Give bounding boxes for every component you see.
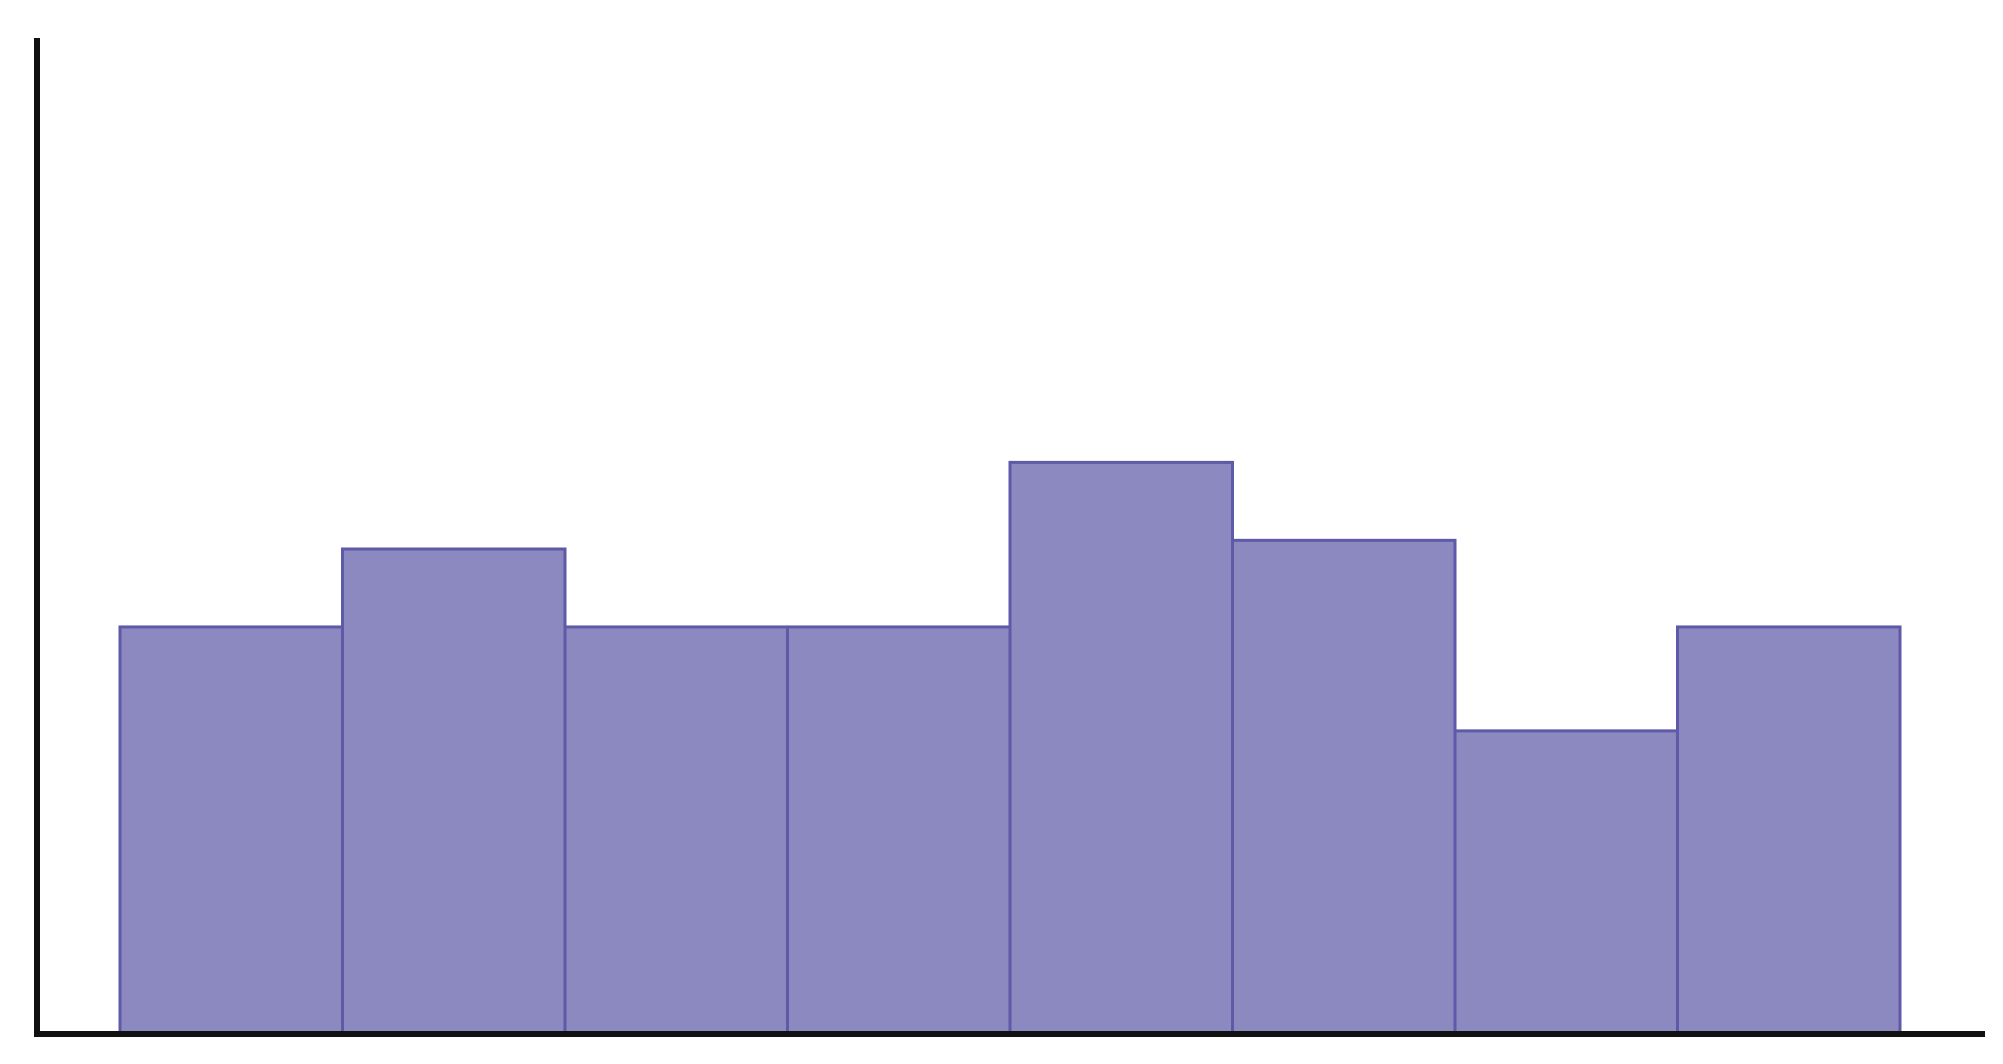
histogram-bar (118, 625, 344, 1036)
histogram-bar (786, 625, 1012, 1036)
histogram-bar (1676, 625, 1902, 1036)
histogram-bar (1453, 729, 1679, 1036)
histogram-bar (341, 547, 567, 1036)
histogram-bar (1008, 460, 1234, 1036)
histogram-bar (1231, 538, 1457, 1036)
bars-layer (118, 460, 1902, 1036)
histogram-bar (563, 625, 789, 1036)
